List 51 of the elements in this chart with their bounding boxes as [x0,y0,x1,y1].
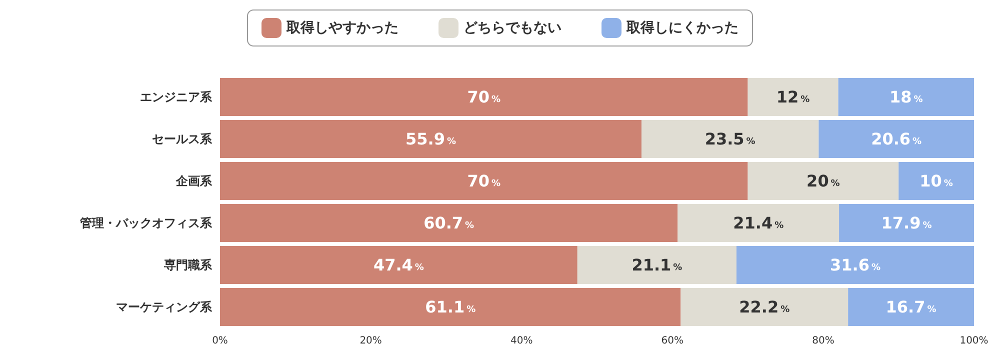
y-tick-label: 専門職系 [163,258,213,272]
bar [748,78,838,116]
bar [641,120,819,158]
data-label: 22.2% [739,298,790,316]
data-label: 12% [776,88,810,106]
bar [848,288,974,326]
data-label: 21.4% [733,214,784,232]
bar [220,204,678,242]
bar [680,288,848,326]
x-tick-label: 80% [812,336,834,346]
data-label: 21.1% [632,256,682,274]
data-label: 18% [890,88,923,106]
y-tick-label: 企画系 [175,174,213,188]
y-tick-label: セールス系 [152,132,213,146]
bar [736,246,974,284]
x-tick-label: 0% [212,336,228,346]
bar [818,120,974,158]
data-label: 23.5% [704,130,756,148]
bar [577,246,736,284]
x-tick-label: 60% [661,336,684,346]
data-label: 47.4% [373,256,424,274]
y-tick-label: 管理・バックオフィス系 [79,216,213,230]
legend-label: 取得しにくかった [626,20,738,36]
bar [220,288,681,326]
data-label: 16.7% [886,298,936,316]
data-label: 17.9% [881,214,932,232]
bar [220,120,642,158]
data-label: 31.6% [830,256,880,274]
y-tick-label: エンジニア系 [140,90,213,104]
x-tick-label: 20% [360,336,382,346]
data-label: 55.9% [405,130,456,148]
bar [898,162,974,200]
data-label: 20.6% [871,130,922,148]
y-tick-label: マーケティング系 [116,300,213,314]
bar [678,204,840,242]
data-label: 10% [920,172,953,190]
data-label: 60.7% [424,214,474,232]
bar [220,78,748,116]
bar [838,78,974,116]
bar [839,204,974,242]
bar [220,162,748,200]
data-label: 61.1% [425,298,476,316]
bar [220,246,578,284]
data-label: 70% [467,88,501,106]
x-tick-label: 40% [510,336,533,346]
bar [748,162,899,200]
data-label: 20% [806,172,840,190]
legend-label: どちらでもない [464,20,562,36]
data-label: 70% [467,172,501,190]
legend-label: 取得しやすかった [286,20,398,36]
x-tick-label: 100% [960,336,988,346]
